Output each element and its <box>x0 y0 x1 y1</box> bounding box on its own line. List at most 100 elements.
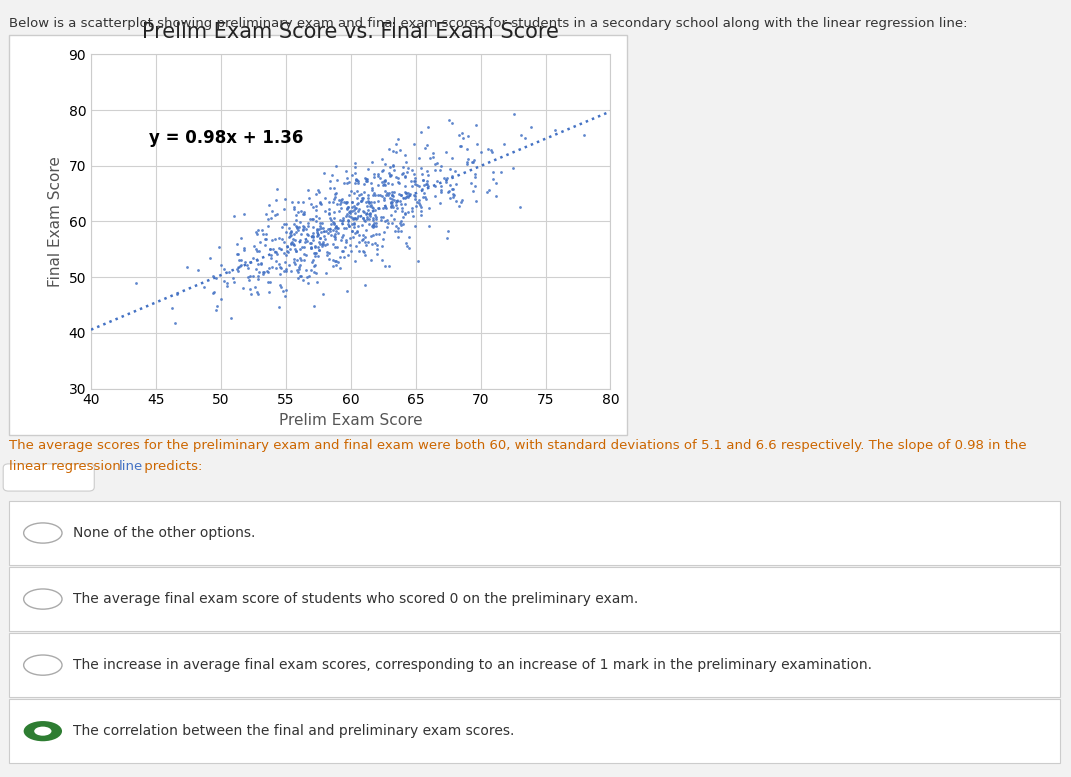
Point <box>332 214 349 227</box>
Point <box>297 235 314 248</box>
Point <box>304 200 321 213</box>
Point <box>404 164 421 176</box>
Point <box>292 270 310 282</box>
Point <box>271 258 288 270</box>
Point <box>305 246 322 259</box>
Point <box>261 243 278 256</box>
Point <box>465 185 482 197</box>
Point <box>340 200 357 213</box>
Point <box>316 167 333 179</box>
Point <box>389 232 406 244</box>
Point <box>467 168 484 180</box>
Point <box>383 198 401 211</box>
Point <box>444 183 462 196</box>
Point <box>376 173 393 186</box>
Point <box>260 199 277 211</box>
Point <box>374 190 391 203</box>
Point <box>346 255 363 267</box>
Point <box>283 237 300 249</box>
Point <box>308 223 326 235</box>
Point <box>357 175 374 187</box>
Point <box>251 236 268 249</box>
Point <box>330 193 347 206</box>
Point <box>338 202 356 214</box>
Point <box>344 169 361 181</box>
Point <box>377 214 394 227</box>
Point <box>360 204 377 216</box>
Point <box>332 198 349 211</box>
Point <box>409 196 426 208</box>
Point <box>345 200 362 212</box>
Point <box>247 243 265 256</box>
Point <box>365 221 382 233</box>
Point <box>127 277 145 289</box>
Point <box>242 270 259 282</box>
Point <box>355 228 372 241</box>
Point <box>306 247 323 260</box>
Point <box>399 162 417 174</box>
Point <box>329 222 346 235</box>
Point <box>290 221 307 233</box>
Point <box>418 178 435 190</box>
Point <box>359 175 376 187</box>
Point <box>287 214 304 226</box>
Point <box>380 260 397 272</box>
Point <box>315 288 332 301</box>
Point <box>342 207 359 219</box>
Point <box>343 200 360 213</box>
Point <box>364 202 381 214</box>
Point <box>347 167 364 179</box>
Point <box>340 220 357 232</box>
Point <box>335 251 352 263</box>
Point <box>308 184 326 197</box>
Point <box>369 170 387 183</box>
Point <box>344 213 361 225</box>
Point <box>365 168 382 180</box>
Point <box>286 243 303 256</box>
Point <box>398 239 416 252</box>
Point <box>295 223 312 235</box>
Point <box>418 193 435 206</box>
Point <box>321 175 338 187</box>
Point <box>374 202 391 214</box>
Point <box>378 186 395 199</box>
Point <box>407 200 424 212</box>
Point <box>272 279 289 291</box>
Point <box>459 152 477 165</box>
Point <box>326 206 343 218</box>
Point <box>338 172 356 184</box>
Point <box>310 241 327 253</box>
Point <box>303 213 320 225</box>
Point <box>292 228 310 241</box>
Point <box>229 265 246 277</box>
Point <box>260 262 277 274</box>
Point <box>337 165 355 177</box>
Point <box>397 187 414 200</box>
Point <box>325 260 342 272</box>
Point <box>268 193 285 206</box>
Point <box>258 228 275 241</box>
Point <box>302 197 319 210</box>
Point <box>317 232 334 245</box>
Point <box>383 193 401 205</box>
Point <box>362 208 379 221</box>
Point <box>407 172 424 184</box>
Point <box>392 144 409 156</box>
Point <box>375 193 392 206</box>
Point <box>235 282 252 294</box>
Point <box>410 152 427 164</box>
Point <box>448 178 465 190</box>
Point <box>358 172 375 185</box>
Point <box>453 127 470 139</box>
Point <box>303 256 320 269</box>
Point <box>375 232 392 245</box>
Point <box>360 197 377 209</box>
Point <box>319 246 336 258</box>
Point <box>406 175 423 187</box>
Point <box>359 192 376 204</box>
Point <box>321 182 338 194</box>
Point <box>413 183 431 195</box>
Point <box>275 246 292 259</box>
Point <box>361 213 378 225</box>
Point <box>443 117 461 129</box>
